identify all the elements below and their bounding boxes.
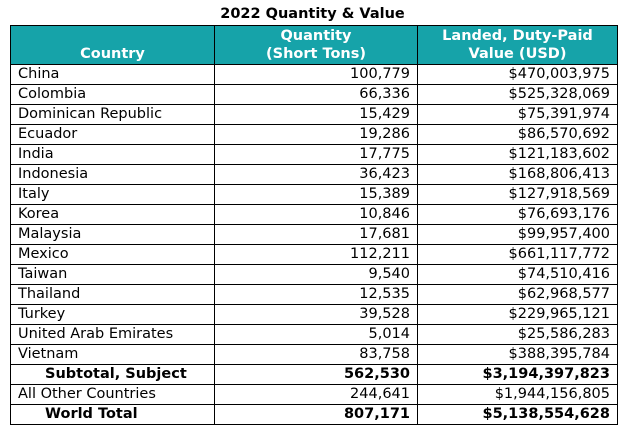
row-quantity: 100,779 xyxy=(214,64,418,85)
row-country: Malaysia xyxy=(10,224,215,245)
row-country: Taiwan xyxy=(10,264,215,285)
table-row: Turkey 39,528 $229,965,121 xyxy=(10,304,618,325)
row-country: Thailand xyxy=(10,284,215,305)
header-value-line2: Value (USD) xyxy=(468,46,567,62)
world-total-value: $5,138,554,628 xyxy=(417,404,618,425)
row-quantity: 112,211 xyxy=(214,244,418,265)
row-quantity: 36,423 xyxy=(214,164,418,185)
row-country: Vietnam xyxy=(10,344,215,365)
row-country: Indonesia xyxy=(10,164,215,185)
data-table: Country Quantity (Short Tons) Landed, Du… xyxy=(10,25,618,425)
row-value: $121,183,602 xyxy=(417,144,618,165)
row-quantity: 12,535 xyxy=(214,284,418,305)
row-value: $229,965,121 xyxy=(417,304,618,325)
header-quantity: Quantity (Short Tons) xyxy=(214,25,418,65)
row-value: $76,693,176 xyxy=(417,204,618,225)
row-quantity: 10,846 xyxy=(214,204,418,225)
row-country: Dominican Republic xyxy=(10,104,215,125)
table-row: Italy 15,389 $127,918,569 xyxy=(10,184,618,205)
row-value: $99,957,400 xyxy=(417,224,618,245)
row-quantity: 66,336 xyxy=(214,84,418,105)
subtotal-value: $3,194,397,823 xyxy=(417,364,618,385)
row-country: China xyxy=(10,64,215,85)
row-country: Italy xyxy=(10,184,215,205)
world-total-label: World Total xyxy=(10,404,215,425)
row-quantity: 83,758 xyxy=(214,344,418,365)
table-row: Dominican Republic 15,429 $75,391,974 xyxy=(10,104,618,125)
header-value: Landed, Duty-Paid Value (USD) xyxy=(417,25,618,65)
subtotal-label: Subtotal, Subject xyxy=(10,364,215,385)
world-total-quantity: 807,171 xyxy=(214,404,418,425)
row-value: $74,510,416 xyxy=(417,264,618,285)
row-value: $168,806,413 xyxy=(417,164,618,185)
row-quantity: 15,389 xyxy=(214,184,418,205)
row-quantity: 17,681 xyxy=(214,224,418,245)
row-quantity: 19,286 xyxy=(214,124,418,145)
row-country: Mexico xyxy=(10,244,215,265)
row-country: Turkey xyxy=(10,304,215,325)
row-quantity: 15,429 xyxy=(214,104,418,125)
row-country: Korea xyxy=(10,204,215,225)
table-title: 2022 Quantity & Value xyxy=(220,6,405,22)
table-row: Mexico 112,211 $661,117,772 xyxy=(10,244,618,265)
other-countries-row: All Other Countries 244,641 $1,944,156,8… xyxy=(10,384,618,405)
other-quantity: 244,641 xyxy=(214,384,418,405)
row-country: Colombia xyxy=(10,84,215,105)
world-total-row: World Total 807,171 $5,138,554,628 xyxy=(10,404,618,425)
header-quantity-line2: (Short Tons) xyxy=(266,46,366,62)
header-row: Country Quantity (Short Tons) Landed, Du… xyxy=(10,25,618,65)
other-value: $1,944,156,805 xyxy=(417,384,618,405)
row-value: $525,328,069 xyxy=(417,84,618,105)
table-row: Vietnam 83,758 $388,395,784 xyxy=(10,344,618,365)
row-quantity: 17,775 xyxy=(214,144,418,165)
row-quantity: 5,014 xyxy=(214,324,418,345)
table-row: Korea 10,846 $76,693,176 xyxy=(10,204,618,225)
table-row: Ecuador 19,286 $86,570,692 xyxy=(10,124,618,145)
row-value: $661,117,772 xyxy=(417,244,618,265)
table-row: India 17,775 $121,183,602 xyxy=(10,144,618,165)
table-row: Thailand 12,535 $62,968,577 xyxy=(10,284,618,305)
row-country: India xyxy=(10,144,215,165)
row-quantity: 9,540 xyxy=(214,264,418,285)
row-quantity: 39,528 xyxy=(214,304,418,325)
row-value: $86,570,692 xyxy=(417,124,618,145)
header-value-line1: Landed, Duty-Paid xyxy=(442,28,593,44)
header-quantity-line1: Quantity xyxy=(280,28,352,44)
subtotal-quantity: 562,530 xyxy=(214,364,418,385)
row-value: $75,391,974 xyxy=(417,104,618,125)
table-row: Colombia 66,336 $525,328,069 xyxy=(10,84,618,105)
header-country: Country xyxy=(10,25,215,65)
row-value: $62,968,577 xyxy=(417,284,618,305)
table-row: United Arab Emirates 5,014 $25,586,283 xyxy=(10,324,618,345)
row-value: $388,395,784 xyxy=(417,344,618,365)
table-row: Taiwan 9,540 $74,510,416 xyxy=(10,264,618,285)
row-country: Ecuador xyxy=(10,124,215,145)
row-country: United Arab Emirates xyxy=(10,324,215,345)
table-row: China 100,779 $470,003,975 xyxy=(10,64,618,85)
row-value: $25,586,283 xyxy=(417,324,618,345)
row-value: $470,003,975 xyxy=(417,64,618,85)
row-value: $127,918,569 xyxy=(417,184,618,205)
other-label: All Other Countries xyxy=(10,384,215,405)
table-row: Malaysia 17,681 $99,957,400 xyxy=(10,224,618,245)
subtotal-row: Subtotal, Subject 562,530 $3,194,397,823 xyxy=(10,364,618,385)
table-row: Indonesia 36,423 $168,806,413 xyxy=(10,164,618,185)
